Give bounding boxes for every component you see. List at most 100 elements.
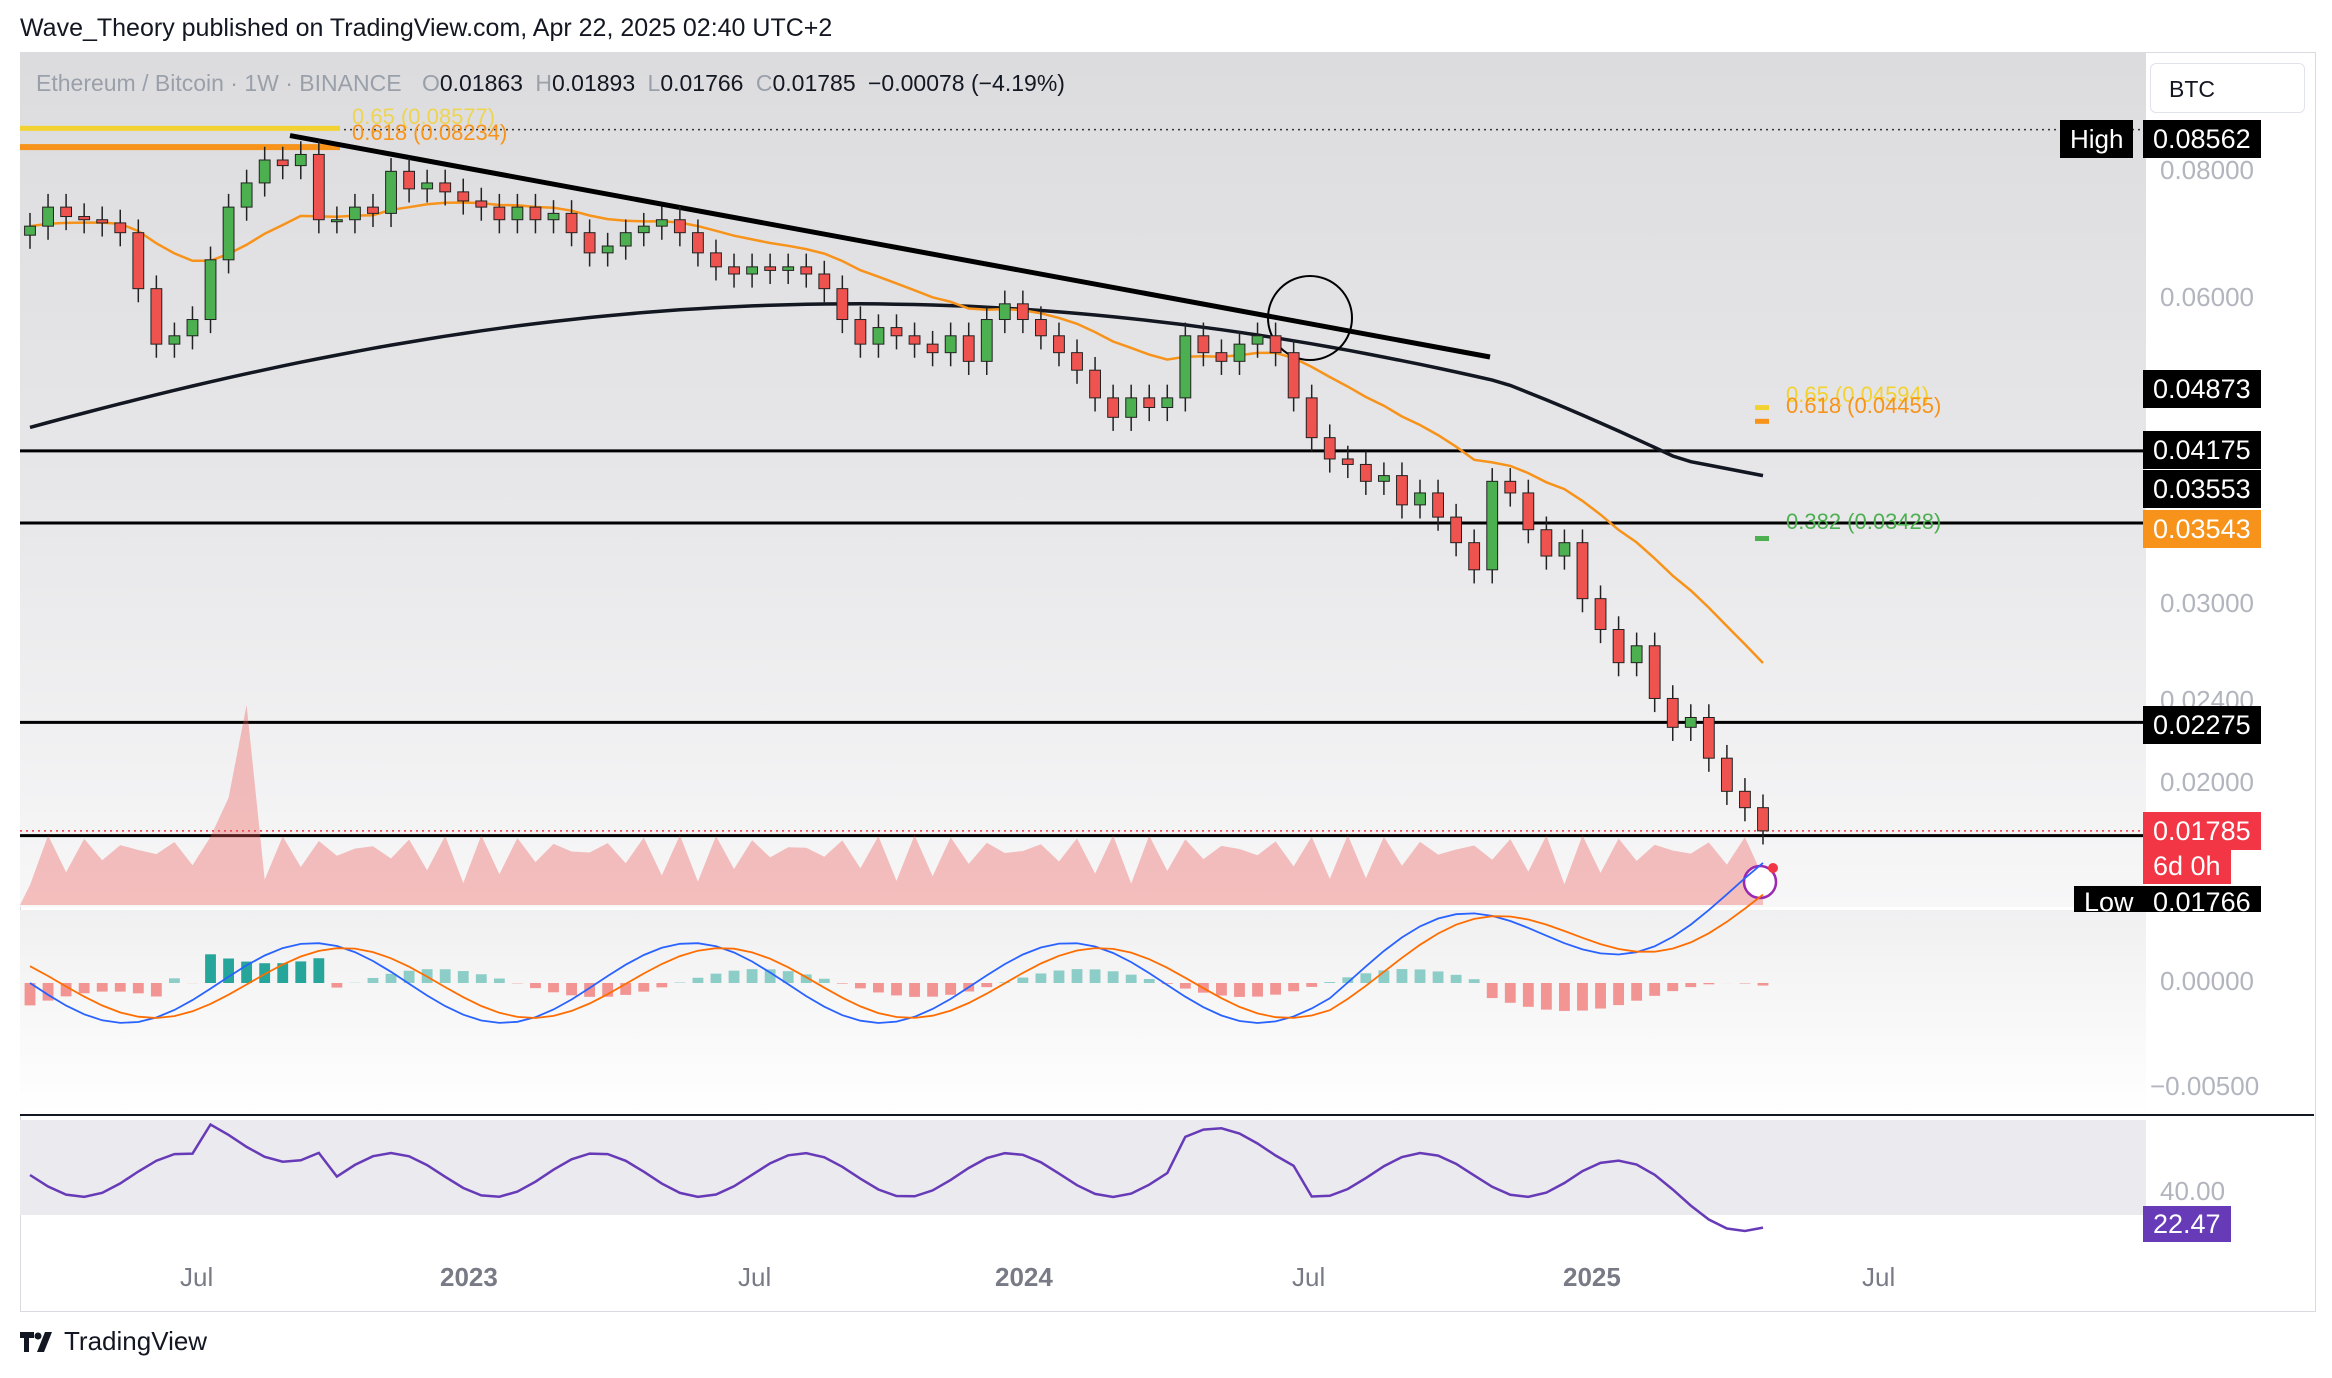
macd-histogram-bar xyxy=(909,983,920,997)
time-tick: 2025 xyxy=(1563,1262,1621,1292)
candle-body xyxy=(998,303,1011,321)
candle-body xyxy=(1504,480,1517,494)
macd-histogram-bar xyxy=(1432,971,1444,983)
macd-histogram-bar xyxy=(1071,969,1083,983)
macd-histogram-bar xyxy=(764,969,776,983)
candle-body xyxy=(1558,542,1571,557)
legend-open: 0.01863 xyxy=(439,70,523,96)
candle-body xyxy=(1341,458,1354,465)
candle-body xyxy=(655,219,668,227)
time-tick: Jul xyxy=(1862,1262,1896,1292)
candle-body xyxy=(312,153,325,221)
fib-marker-0382 xyxy=(1755,536,1769,542)
fib-label-top-065: 0.65 (0.08577) xyxy=(352,104,496,129)
candle-body xyxy=(547,212,560,221)
candle-body xyxy=(222,206,235,261)
macd-histogram-bar xyxy=(493,978,505,983)
candle-body xyxy=(637,225,650,234)
candle-body xyxy=(1359,463,1372,482)
macd-histogram-bar xyxy=(1107,971,1119,983)
current-price-tag: 0.01785 xyxy=(2143,812,2261,850)
candle-body xyxy=(1071,352,1083,371)
macd-histogram-bar xyxy=(1306,983,1318,987)
candle-body xyxy=(908,335,921,345)
macd-histogram-bar xyxy=(385,973,397,983)
candle-body xyxy=(1269,335,1282,354)
candle-body xyxy=(349,206,361,221)
candle-body xyxy=(1720,757,1733,792)
price-tick: 0.02000 xyxy=(2160,767,2254,797)
candle-body xyxy=(1594,598,1607,631)
candle-body xyxy=(1089,369,1101,399)
candle-body xyxy=(1143,397,1156,408)
legend-h-label: H xyxy=(535,70,552,96)
candle-body xyxy=(764,266,777,271)
alert-dot-icon xyxy=(1768,863,1778,873)
fib-label-mid-0382: 0.382 (0.03428) xyxy=(1786,509,1942,534)
candle-body xyxy=(583,232,596,254)
candle-body xyxy=(367,206,379,214)
macd-histogram-bar xyxy=(439,969,451,983)
macd-histogram-bar xyxy=(836,983,848,984)
rsi-tick: 40.00 xyxy=(2160,1176,2226,1206)
price-pane[interactable] xyxy=(20,52,2146,907)
candle-body xyxy=(980,319,993,362)
fib-bar-top-065 xyxy=(20,125,340,131)
candle-body xyxy=(1630,645,1643,664)
macd-histogram-bar xyxy=(548,983,559,993)
macd-histogram-bar xyxy=(1342,977,1354,983)
macd-histogram-bar xyxy=(1143,978,1155,983)
candle-body xyxy=(78,216,91,221)
macd-histogram-bar xyxy=(132,983,144,994)
macd-histogram-bar xyxy=(1703,983,1715,985)
fib-label-top-0618: 0.618 (0.08234) xyxy=(352,120,508,145)
macd-histogram-bar xyxy=(1540,983,1552,1010)
candle-body xyxy=(728,266,740,275)
rsi-pane[interactable] xyxy=(20,1120,2146,1215)
macd-histogram-bar xyxy=(854,983,866,989)
time-tick: 2023 xyxy=(440,1262,498,1292)
price-tick: 0.06000 xyxy=(2160,282,2254,312)
candle-body xyxy=(1414,492,1426,506)
candle-body xyxy=(836,288,849,321)
macd-histogram-bar xyxy=(656,983,668,988)
macd-histogram-bar xyxy=(403,970,415,983)
currency-button[interactable]: BTC xyxy=(2150,63,2305,113)
candle-body xyxy=(294,153,307,167)
macd-histogram-bar xyxy=(566,983,577,996)
candle-body xyxy=(457,191,470,202)
candle-body xyxy=(1684,716,1697,728)
candle-body xyxy=(1377,475,1390,482)
macd-histogram-bar xyxy=(1252,983,1263,997)
candle-body xyxy=(818,273,831,290)
candle-body xyxy=(493,206,506,221)
candle-body xyxy=(565,212,578,234)
macd-tick: −0.00500 xyxy=(2150,1071,2260,1101)
macd-histogram-bar xyxy=(818,978,830,983)
candle-body xyxy=(1612,629,1625,664)
time-tick: Jul xyxy=(1292,1262,1326,1292)
candle-body xyxy=(132,232,145,290)
tradingview-footer[interactable]: TradingView xyxy=(20,1326,207,1357)
legend-high: 0.01893 xyxy=(551,70,636,96)
macd-histogram-bar xyxy=(277,963,289,983)
time-tick: Jul xyxy=(738,1262,772,1292)
candle-body xyxy=(1522,492,1535,531)
candle-body xyxy=(1540,529,1553,557)
macd-histogram-bar xyxy=(1161,983,1173,984)
macd-histogram-bar xyxy=(96,983,108,992)
macd-histogram-bar xyxy=(78,983,90,994)
macd-histogram-bar xyxy=(169,978,180,983)
candle-body xyxy=(962,335,975,362)
candle-body xyxy=(475,200,488,208)
candle-body xyxy=(890,327,903,337)
macd-histogram-bar xyxy=(205,954,216,983)
level-tag: 0.03553 xyxy=(2143,470,2261,508)
macd-histogram-bar xyxy=(1234,983,1245,997)
macd-histogram-bar xyxy=(1288,983,1300,992)
candle-body xyxy=(1468,542,1481,571)
symbol-legend: Ethereum / Bitcoin · 1W · BINANCE O0.018… xyxy=(36,70,1071,97)
candle-body xyxy=(276,159,289,167)
macd-histogram-bar xyxy=(1486,983,1498,999)
